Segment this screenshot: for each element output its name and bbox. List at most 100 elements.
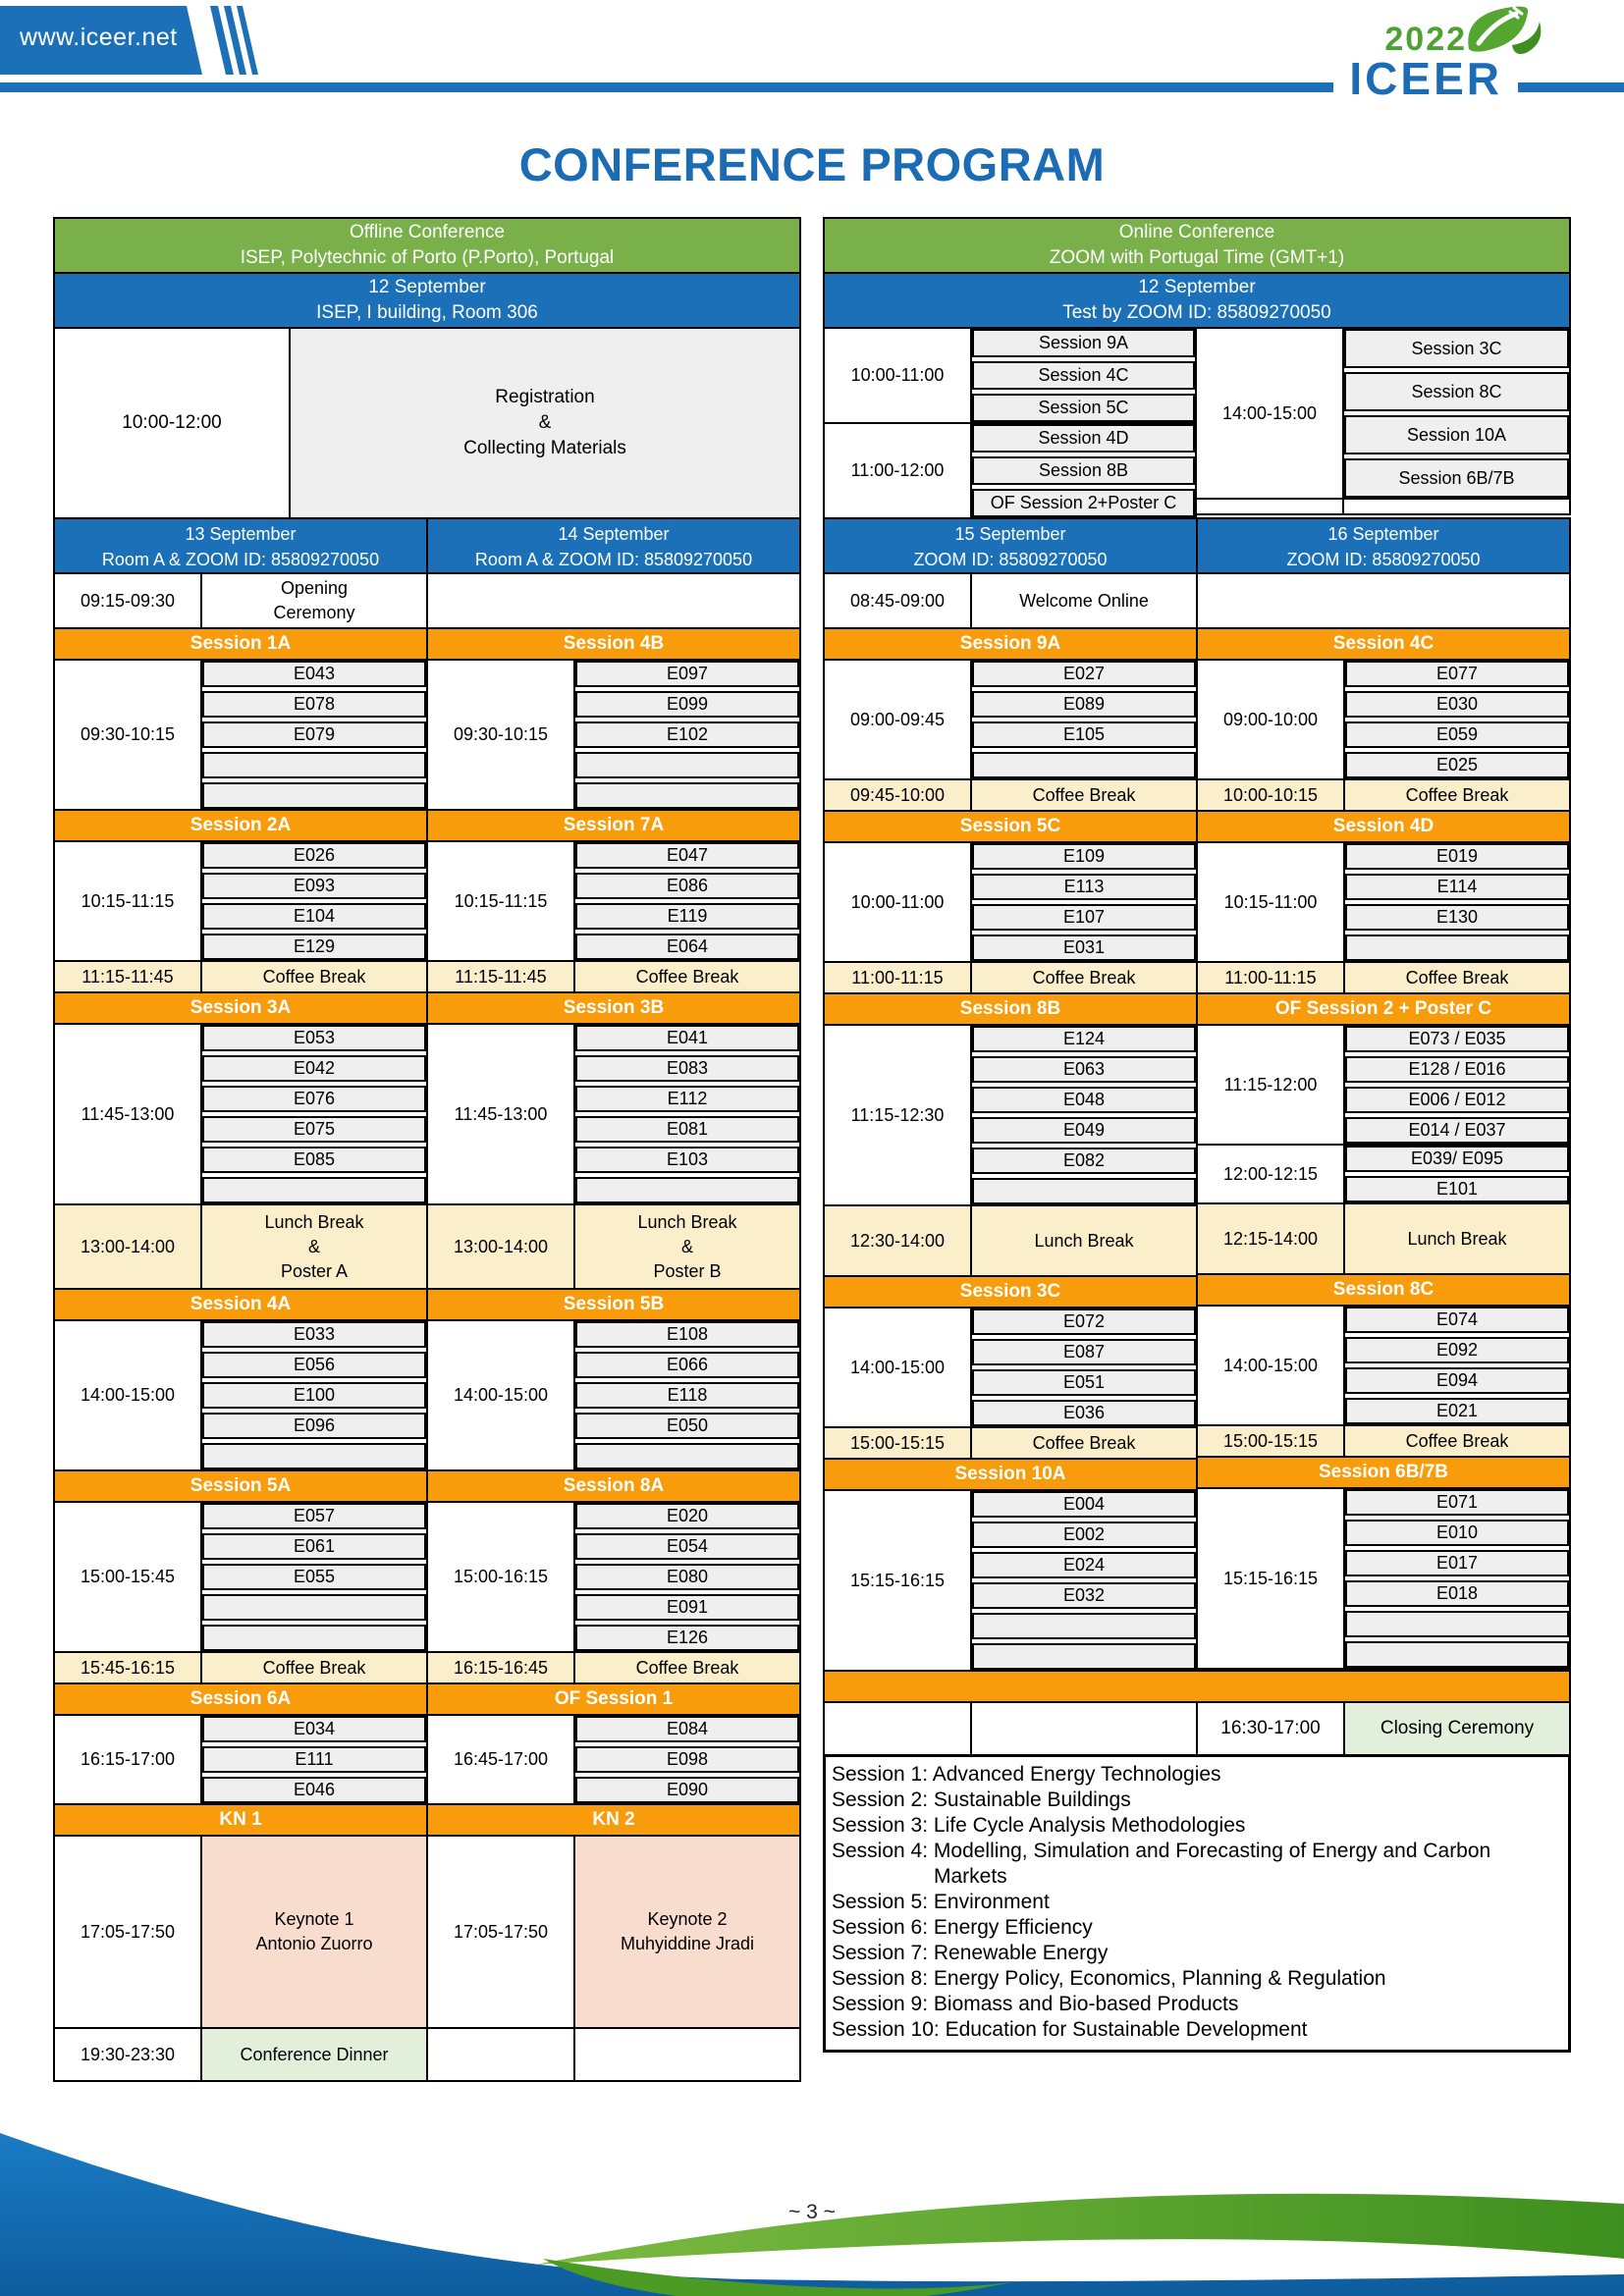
time-cell: 10:15-11:00: [1198, 843, 1345, 961]
online-days: 15 September ZOOM ID: 85809270050 08:45-09…: [823, 517, 1571, 1672]
day-header: 16 September ZOOM ID: 85809270050: [1196, 517, 1571, 574]
paper-cell: E043: [202, 661, 426, 687]
online-half: Online Conference ZOOM with Portugal Tim…: [823, 217, 1571, 2053]
time-cell: 12:00-12:15: [1198, 1146, 1345, 1202]
shared-session-band: [823, 1670, 1571, 1703]
paper-cell-empty: [202, 1443, 426, 1469]
paper-cell-empty: [575, 752, 799, 778]
break-row: 15:00-15:15 Coffee Break: [1196, 1424, 1571, 1458]
registration-line2: &: [538, 412, 552, 433]
day-header-line: 15 September: [954, 524, 1066, 544]
break-row: 15:45-16:15 Coffee Break: [53, 1651, 428, 1684]
papers-stack: E108 E066 E118 E050: [575, 1321, 799, 1469]
online-venue-line2: ZOOM with Portugal Time (GMT+1): [1049, 247, 1345, 268]
time-cell: 17:05-17:50: [428, 1837, 575, 2027]
site-url[interactable]: www.iceer.net: [20, 24, 178, 51]
paper-cell: E072: [972, 1308, 1196, 1335]
label-line: Coffee Break: [1405, 1430, 1509, 1451]
time-cell: 16:15-16:45: [428, 1653, 575, 1682]
online-venue-line1: Online Conference: [1118, 222, 1275, 242]
paper-cell: E100: [202, 1382, 426, 1409]
time-cell: 09:15-09:30: [55, 574, 202, 627]
papers-group: 14:00-15:00 E033 E056 E100 E096: [53, 1319, 428, 1471]
papers-stack: E084 E098 E090: [575, 1716, 799, 1803]
online-session-stack: Session 4D Session 8B OF Session 2+Poster …: [972, 424, 1195, 517]
session-header: Session 3C: [823, 1275, 1198, 1308]
session-header: KN 2: [426, 1803, 801, 1837]
break-row: 11:00-11:15 Coffee Break: [1196, 961, 1571, 994]
paper-cell: E059: [1345, 721, 1569, 748]
online-filler-time: [1197, 500, 1344, 513]
day-column-14: 14 September Room A & ZOOM ID: 8580927005…: [426, 517, 801, 2082]
legend-line: Session 7: Renewable Energy: [832, 1942, 1109, 1964]
legend-line: Session 4: Modelling, Simulation and For…: [832, 1840, 1491, 1862]
ribbon-graphic: [0, 6, 258, 75]
legend-line: Markets: [934, 1865, 1007, 1888]
papers-group: 09:30-10:15 E097 E099 E102: [426, 659, 801, 811]
time-cell: 15:00-15:15: [825, 1428, 972, 1458]
papers-group: 12:00-12:15 E039/ E095 E101: [1196, 1144, 1571, 1204]
label-line: Coffee Break: [1032, 967, 1136, 988]
logo-name: ICEER: [1349, 53, 1502, 104]
label-line: Lunch Break: [637, 1211, 737, 1232]
offline-venue-line1: Offline Conference: [349, 222, 506, 242]
paper-cell: E102: [575, 721, 799, 748]
online-session-cell: OF Session 2+Poster C: [972, 489, 1195, 517]
papers-stack: E053 E042 E076 E075 E085: [202, 1025, 426, 1203]
paper-cell-empty: [1345, 1641, 1569, 1668]
break-row: 12:30-14:00 Lunch Break: [823, 1204, 1198, 1277]
online-date-header: 12 September Test by ZOOM ID: 8580927005…: [823, 272, 1571, 329]
papers-stack: E071 E010 E017 E018: [1345, 1489, 1569, 1668]
online-session-cell: Session 8C: [1344, 372, 1569, 411]
time-cell: 11:15-11:45: [55, 962, 202, 991]
logo-year: 2022: [1384, 21, 1468, 58]
paper-cell: E021: [1345, 1398, 1569, 1424]
papers-group: 10:15-11:00 E019 E114 E130: [1196, 841, 1571, 963]
label-line: Keynote 1: [274, 1909, 354, 1929]
paper-cell: E108: [575, 1321, 799, 1348]
registration-label: Registration & Collecting Materials: [291, 329, 799, 517]
time-cell: 15:15-16:15: [1198, 1489, 1345, 1668]
online-schedule: 10:00-11:00 Session 9A Session 4C Session 5…: [823, 327, 1571, 519]
papers-stack: E033 E056 E100 E096: [202, 1321, 426, 1469]
time-cell: 11:15-12:00: [1198, 1026, 1345, 1144]
session-header: Session 4A: [53, 1288, 428, 1321]
day-header: 15 September ZOOM ID: 85809270050: [823, 517, 1198, 574]
keynote-label: Keynote 1 Antonio Zuorro: [202, 1837, 426, 2027]
paper-cell: E113: [972, 874, 1196, 900]
paper-cell: E004: [972, 1491, 1196, 1518]
paper-cell: E096: [202, 1413, 426, 1439]
paper-cell-empty: [972, 1613, 1196, 1639]
break-label: Coffee Break: [1345, 780, 1569, 810]
label-line: Coffee Break: [1032, 784, 1136, 805]
online-left-pair: 10:00-11:00 Session 9A Session 4C Session 5…: [823, 327, 1197, 519]
paper-cell: E086: [575, 873, 799, 899]
paper-cell: E056: [202, 1352, 426, 1378]
time-cell: 11:45-13:00: [428, 1025, 575, 1203]
paper-cell-empty: [575, 1443, 799, 1469]
break-row: 11:15-11:45 Coffee Break: [53, 960, 428, 993]
paper-cell-empty: [972, 1643, 1196, 1670]
offline-venue-header: Offline Conference ISEP, Polytechnic of …: [53, 217, 801, 274]
online-session-cell: Session 6B/7B: [1344, 458, 1569, 498]
time-cell: 17:05-17:50: [55, 1837, 202, 2027]
leaf-icon: [1468, 6, 1542, 54]
break-label: Lunch Break & Poster A: [202, 1205, 426, 1288]
paper-cell: E048: [972, 1087, 1196, 1113]
time-cell: 14:00-15:00: [1197, 329, 1344, 498]
papers-group: 15:15-16:15 E004 E002 E024 E032: [823, 1489, 1198, 1672]
online-session-cell: Session 4D: [972, 424, 1195, 453]
paper-cell: E054: [575, 1533, 799, 1560]
papers-stack: E026 E093 E104 E129: [202, 842, 426, 960]
papers-stack: E027 E089 E105: [972, 661, 1196, 778]
time-cell: 10:00-11:00: [825, 843, 972, 961]
paper-cell: E036: [972, 1400, 1196, 1426]
paper-cell: E101: [1345, 1176, 1569, 1202]
papers-stack: E072 E087 E051 E036: [972, 1308, 1196, 1426]
session-header: Session 4D: [1196, 810, 1571, 843]
paper-cell: E061: [202, 1533, 426, 1560]
time-cell: 13:00-14:00: [428, 1205, 575, 1288]
paper-cell-empty: [202, 782, 426, 809]
break-label: Coffee Break: [972, 1428, 1196, 1458]
paper-cell: E025: [1345, 752, 1569, 778]
